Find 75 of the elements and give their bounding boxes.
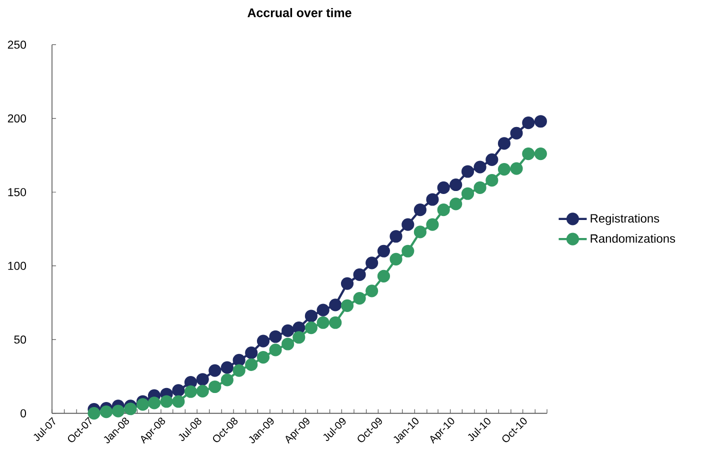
legend-label: Registrations bbox=[590, 214, 660, 225]
point bbox=[390, 230, 402, 243]
point bbox=[316, 304, 330, 316]
point bbox=[245, 346, 258, 360]
point bbox=[232, 354, 246, 367]
point bbox=[316, 316, 330, 329]
point bbox=[450, 198, 462, 210]
point bbox=[377, 244, 390, 258]
point bbox=[522, 116, 535, 130]
point bbox=[450, 178, 462, 192]
point bbox=[245, 358, 258, 371]
point bbox=[534, 115, 547, 128]
point bbox=[426, 193, 439, 206]
point bbox=[498, 162, 510, 176]
point bbox=[304, 321, 318, 334]
point bbox=[256, 334, 270, 348]
point bbox=[461, 165, 474, 178]
point bbox=[353, 268, 366, 281]
point bbox=[498, 137, 510, 150]
point bbox=[172, 384, 185, 397]
point bbox=[220, 361, 234, 374]
point bbox=[366, 284, 378, 298]
point bbox=[148, 396, 161, 410]
point bbox=[282, 324, 294, 338]
point bbox=[474, 160, 486, 174]
point bbox=[486, 153, 498, 166]
chart-title: Accrual over time bbox=[248, 8, 352, 18]
point bbox=[136, 398, 150, 411]
point bbox=[329, 316, 342, 329]
point bbox=[196, 373, 209, 386]
point bbox=[160, 395, 173, 408]
point bbox=[172, 395, 185, 408]
point bbox=[510, 162, 523, 175]
point bbox=[522, 148, 535, 160]
point bbox=[366, 256, 378, 270]
point bbox=[474, 181, 486, 194]
point bbox=[437, 204, 450, 216]
point bbox=[112, 404, 124, 418]
point bbox=[486, 174, 498, 187]
y-tick-label: 150 bbox=[8, 188, 26, 196]
point bbox=[256, 350, 270, 364]
point bbox=[340, 277, 354, 290]
point bbox=[292, 331, 306, 344]
point bbox=[304, 310, 318, 322]
point bbox=[510, 126, 523, 140]
legend-label: Randomizations bbox=[590, 234, 676, 243]
point bbox=[340, 299, 354, 312]
point bbox=[220, 374, 234, 386]
y-tick-label: 50 bbox=[14, 336, 26, 344]
point bbox=[402, 218, 414, 231]
point bbox=[353, 292, 366, 305]
point bbox=[184, 385, 198, 398]
point bbox=[402, 244, 414, 258]
point bbox=[100, 406, 113, 418]
point bbox=[269, 330, 282, 343]
y-tick-label: 0 bbox=[20, 409, 26, 418]
point bbox=[208, 364, 222, 377]
y-tick-label: 200 bbox=[8, 114, 26, 122]
point bbox=[377, 270, 390, 282]
point bbox=[534, 148, 547, 160]
point bbox=[208, 380, 222, 394]
point bbox=[390, 252, 402, 266]
point bbox=[426, 218, 439, 231]
point bbox=[124, 402, 137, 416]
point bbox=[329, 298, 342, 312]
point bbox=[414, 226, 426, 238]
point bbox=[437, 181, 450, 194]
point bbox=[269, 344, 282, 356]
y-tick-label: 250 bbox=[8, 40, 26, 49]
point bbox=[196, 384, 209, 398]
y-tick-label: 100 bbox=[8, 262, 26, 270]
point bbox=[414, 204, 426, 216]
point bbox=[232, 364, 246, 377]
point bbox=[461, 187, 474, 200]
point bbox=[282, 338, 294, 350]
